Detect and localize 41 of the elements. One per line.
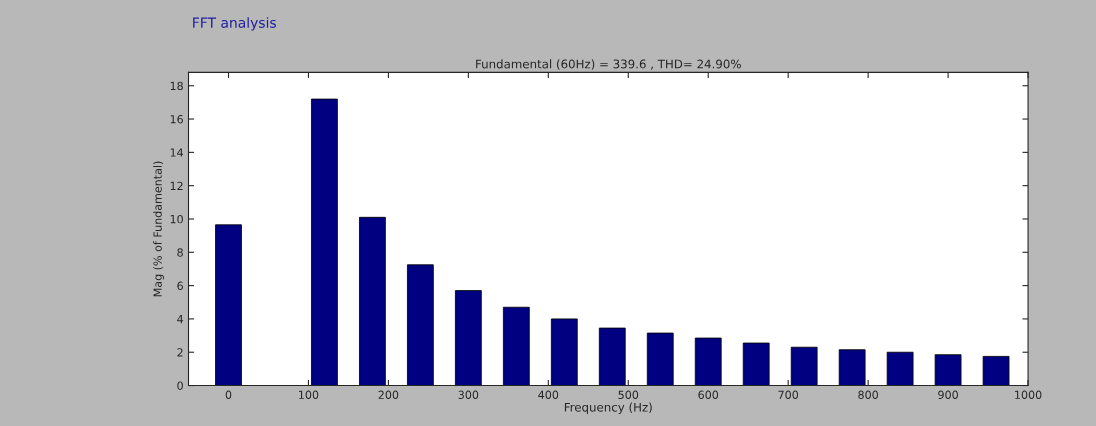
bar (502, 306, 530, 386)
y-tick-label: 4 (177, 315, 184, 324)
bar (407, 264, 434, 386)
bar (694, 337, 722, 386)
chart-subtitle: Fundamental (60Hz) = 339.6 , THD= 24.90% (476, 59, 741, 70)
x-tick-label: 800 (858, 390, 878, 399)
x-tick-label: 400 (538, 390, 559, 399)
bar (838, 349, 866, 386)
y-axis-title: Mag (% of Fundamental) (153, 161, 164, 297)
bar (790, 346, 818, 386)
y-tick-label: 8 (177, 248, 183, 257)
bar (215, 224, 242, 386)
bar (598, 327, 626, 386)
bar (311, 98, 338, 386)
x-tick-label: 0 (225, 390, 232, 399)
y-tick-label: 16 (170, 115, 183, 124)
bar (886, 351, 914, 386)
y-tick-label: 12 (170, 181, 183, 190)
bar (742, 342, 770, 386)
bar (454, 290, 482, 386)
y-tick-label: 2 (177, 348, 183, 357)
chart-title: FFT analysis (193, 17, 276, 31)
x-tick-label: 300 (458, 390, 479, 399)
bar (646, 332, 674, 386)
bar (359, 216, 386, 386)
y-tick-label: 10 (170, 214, 183, 224)
y-tick-label: 14 (170, 148, 184, 157)
x-axis-title: Frequency (Hz) (564, 402, 652, 414)
bar (550, 318, 578, 386)
x-tick-label: 1000 (1015, 390, 1042, 399)
bar (982, 355, 1010, 386)
bar (934, 354, 962, 386)
x-tick-label: 500 (618, 390, 639, 399)
x-tick-label: 100 (299, 390, 319, 399)
y-tick-label: 6 (177, 281, 183, 290)
x-tick-label: 900 (938, 390, 958, 399)
x-tick-label: 600 (698, 390, 719, 399)
x-tick-label: 200 (378, 390, 399, 399)
y-tick-label: 0 (177, 381, 183, 390)
y-tick-label: 18 (170, 81, 183, 91)
x-tick-label: 700 (778, 390, 799, 399)
